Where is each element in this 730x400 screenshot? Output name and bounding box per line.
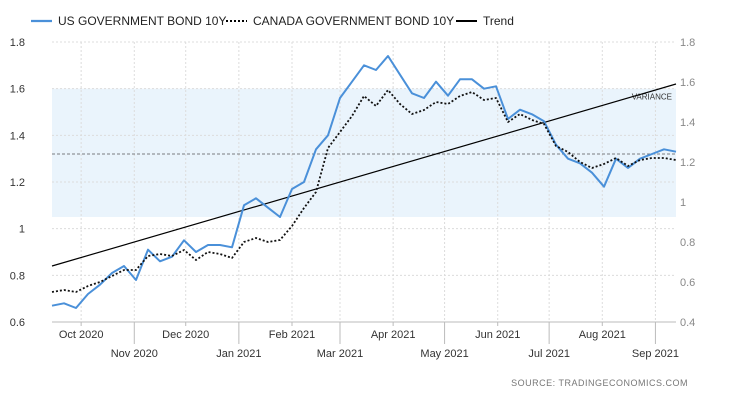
x-tick-label-top-5: Aug 2021	[579, 329, 626, 341]
legend-label-trend: Trend	[483, 14, 514, 28]
y-tick-label-2: 1	[19, 224, 25, 236]
variance-band	[52, 88, 676, 218]
y2-tick-label-0: 0.4	[680, 317, 695, 329]
y2-tick-label-3: 1	[680, 197, 686, 209]
series-line-canada	[51, 89, 677, 293]
x-tick-label-top-1: Dec 2020	[162, 329, 209, 341]
source-label: SOURCE: TRADINGECONOMICS.COM	[511, 378, 688, 388]
x-tick-label-top-4: Jun 2021	[475, 329, 520, 341]
legend-label-canada: CANADA GOVERNMENT BOND 10Y	[253, 14, 454, 28]
y-tick-label-4: 1.4	[10, 130, 25, 142]
legend-label-us: US GOVERNMENT BOND 10Y	[58, 14, 226, 28]
y-tick-label-6: 1.8	[10, 37, 25, 49]
y2-tick-label-1: 0.6	[680, 277, 695, 289]
x-tick-label-bottom-0: Nov 2020	[111, 348, 158, 360]
legend-entry-us[interactable]: US GOVERNMENT BOND 10Y	[31, 14, 226, 28]
plot-area: VARIANCE 0.6 0.8 1 1.2 1.4 1.6 1.8 0.4 0.6 0.8 1 1.2…	[10, 37, 696, 360]
x-tick-label-bottom-2: Mar 2021	[317, 348, 363, 360]
y2-tick-label-7: 1.8	[680, 37, 695, 49]
y-tick-label-1: 0.8	[10, 270, 25, 282]
x-tick-label-bottom-5: Sep 2021	[632, 348, 679, 360]
variance-label: VARIANCE	[632, 93, 672, 102]
y-tick-label-0: 0.6	[10, 317, 25, 329]
y2-tick-label-5: 1.4	[680, 117, 695, 129]
legend-entry-trend[interactable]: Trend	[456, 14, 514, 28]
x-tick-label-bottom-1: Jan 2021	[216, 348, 261, 360]
chart-legend: US GOVERNMENT BOND 10Y CANADA GOVERNMENT…	[31, 14, 514, 28]
trend-line	[51, 83, 677, 267]
x-tick-label-top-2: Feb 2021	[269, 329, 315, 341]
x-tick-label-bottom-3: May 2021	[420, 348, 468, 360]
y-tick-label-3: 1.2	[10, 177, 25, 189]
x-tick-label-bottom-4: Jul 2021	[528, 348, 570, 360]
y2-tick-label-6: 1.6	[680, 77, 695, 89]
y2-tick-label-2: 0.8	[680, 237, 695, 249]
x-tick-label-top-0: Oct 2020	[59, 329, 104, 341]
y2-tick-label-4: 1.2	[680, 157, 695, 169]
legend-entry-canada[interactable]: CANADA GOVERNMENT BOND 10Y	[226, 14, 454, 28]
y-tick-label-5: 1.6	[10, 84, 25, 96]
x-tick-label-top-3: Apr 2021	[371, 329, 416, 341]
series-line-us	[51, 55, 677, 309]
